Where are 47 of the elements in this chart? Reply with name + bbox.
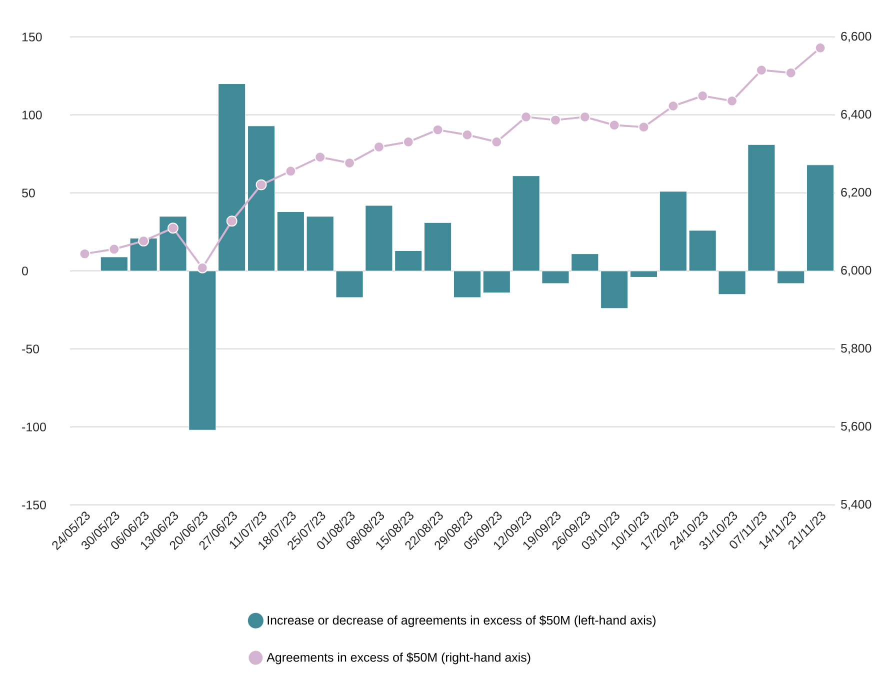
y2-tick-label: 5,400 <box>841 500 872 510</box>
point <box>108 244 120 255</box>
bar <box>247 126 276 272</box>
point <box>314 152 326 163</box>
point <box>579 111 590 122</box>
point <box>756 64 767 76</box>
point <box>168 222 178 234</box>
point <box>491 136 502 148</box>
y-tick-label: 0 <box>22 266 28 276</box>
y-tick-label: -100 <box>22 422 46 432</box>
point <box>462 129 473 140</box>
bar <box>453 270 482 298</box>
point <box>638 122 650 133</box>
bar <box>630 270 658 278</box>
y2-tick-label: 6,000 <box>841 266 872 276</box>
point <box>373 141 384 152</box>
y2-tick-label: 5,600 <box>841 422 872 432</box>
y-tick-label: 50 <box>22 188 35 198</box>
point <box>256 179 267 190</box>
point <box>608 120 620 131</box>
bar <box>806 164 834 272</box>
point <box>285 166 296 177</box>
point <box>432 124 444 136</box>
point <box>814 42 826 54</box>
point <box>196 262 208 274</box>
point <box>550 114 561 126</box>
legend-label: Increase or decrease of agreements in excess of $50M (left-hand axis) <box>268 615 656 628</box>
point <box>226 216 238 227</box>
point <box>344 157 356 168</box>
point <box>697 90 708 102</box>
point <box>726 95 738 106</box>
y-tick-label: 100 <box>22 110 42 120</box>
bar <box>424 222 452 272</box>
point <box>668 100 679 112</box>
y-tick-label: 150 <box>22 32 42 42</box>
y-tick-label: -150 <box>22 500 46 510</box>
y-tick-label: -50 <box>22 344 40 354</box>
point <box>520 111 532 122</box>
point <box>785 67 796 78</box>
point <box>138 235 150 246</box>
point <box>402 136 414 148</box>
y2-tick-label: 6,600 <box>841 32 872 42</box>
legend-label: Agreements in excess of $50M (right-hand axis) <box>266 652 530 664</box>
y2-tick-label: 6,400 <box>841 110 872 120</box>
y2-tick-label: 5,800 <box>841 344 872 354</box>
point <box>79 248 90 260</box>
y2-tick-label: 6,200 <box>841 188 872 198</box>
